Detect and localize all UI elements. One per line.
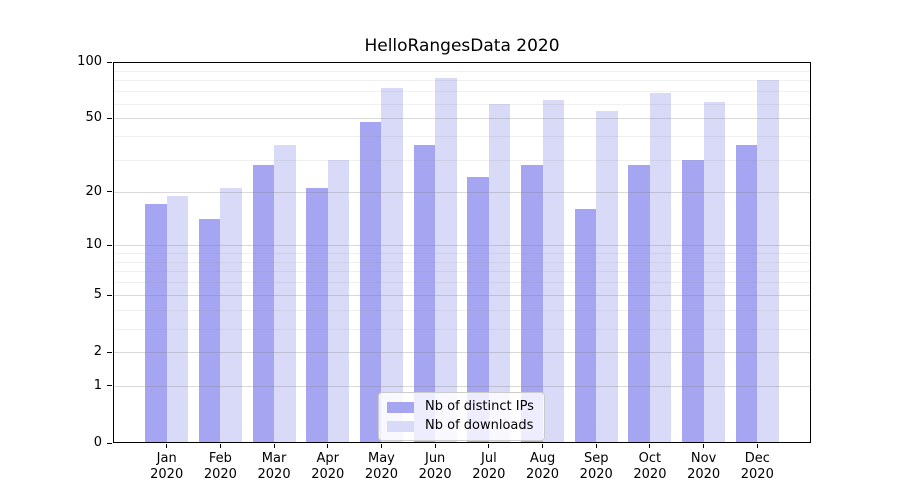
bar-nb-of-distinct-ips xyxy=(145,204,167,443)
bar-nb-of-distinct-ips xyxy=(467,177,489,443)
gridline-minor xyxy=(113,80,811,82)
legend-row: Nb of distinct IPs xyxy=(387,399,534,415)
bar-nb-of-distinct-ips xyxy=(628,165,650,443)
chart-title: HelloRangesData 2020 xyxy=(364,36,560,56)
bar-nb-of-distinct-ips xyxy=(252,165,275,443)
x-tick-label: Aug 2020 xyxy=(525,451,560,482)
gridline-major xyxy=(113,62,811,63)
bar-nb-of-downloads xyxy=(220,187,242,443)
y-tick-label: 2 xyxy=(93,344,102,360)
bar-nb-of-downloads xyxy=(435,78,457,443)
bar-nb-of-distinct-ips xyxy=(735,144,758,443)
x-tick-label: Apr 2020 xyxy=(311,451,345,482)
x-tick-mark xyxy=(488,444,490,448)
plot-area xyxy=(113,62,811,443)
y-tick-label: 5 xyxy=(93,287,102,303)
y-tick-mark xyxy=(107,351,112,353)
bar-nb-of-downloads xyxy=(488,103,511,443)
y-tick-mark xyxy=(107,117,112,119)
y-tick-mark xyxy=(107,244,112,246)
bar-nb-of-downloads xyxy=(703,102,726,443)
y-tick-label: 50 xyxy=(85,110,102,126)
bar-nb-of-downloads xyxy=(166,195,189,443)
x-tick-mark xyxy=(756,444,758,448)
legend-row: Nb of downloads xyxy=(387,418,534,434)
y-tick-label: 100 xyxy=(77,54,102,69)
bar-nb-of-downloads xyxy=(274,144,296,443)
x-tick-label: Oct 2020 xyxy=(633,451,667,482)
x-tick-mark xyxy=(542,444,544,448)
bar-nb-of-distinct-ips xyxy=(574,209,597,443)
x-tick-label: Jan 2020 xyxy=(150,451,184,482)
y-tick-mark xyxy=(107,191,112,193)
y-tick-mark xyxy=(107,294,112,296)
bar-nb-of-distinct-ips xyxy=(306,187,328,443)
y-tick-mark xyxy=(107,442,112,444)
bar-nb-of-downloads xyxy=(596,110,618,443)
bar-nb-of-distinct-ips xyxy=(521,165,543,443)
x-tick-mark xyxy=(380,444,382,448)
x-tick-mark xyxy=(273,444,275,448)
x-tick-mark xyxy=(595,444,597,448)
legend-swatch-downloads xyxy=(387,420,414,432)
y-tick-label: 1 xyxy=(93,377,102,393)
bar-nb-of-downloads xyxy=(327,159,350,443)
bar-nb-of-distinct-ips xyxy=(359,121,382,443)
x-tick-label: Mar 2020 xyxy=(257,451,291,482)
x-tick-label: Sep 2020 xyxy=(579,451,613,482)
legend: Nb of distinct IPs Nb of downloads xyxy=(378,392,545,441)
bar-nb-of-downloads xyxy=(381,87,403,443)
bar-nb-of-distinct-ips xyxy=(413,144,436,443)
bar-nb-of-downloads xyxy=(757,80,779,443)
bar-nb-of-distinct-ips xyxy=(198,219,221,443)
x-tick-label: May 2020 xyxy=(364,451,398,482)
x-tick-mark xyxy=(327,444,329,448)
bar-nb-of-downloads xyxy=(542,99,564,443)
bar-nb-of-distinct-ips xyxy=(682,159,704,443)
x-tick-label: Jul 2020 xyxy=(472,451,506,482)
gridline-minor xyxy=(113,91,811,93)
x-tick-label: Dec 2020 xyxy=(740,451,774,482)
legend-label-distinct-ips: Nb of distinct IPs xyxy=(425,399,534,414)
legend-label-downloads: Nb of downloads xyxy=(425,418,534,433)
x-tick-mark xyxy=(219,444,221,448)
bar-nb-of-downloads xyxy=(649,93,672,443)
gridline-minor xyxy=(113,70,811,72)
x-tick-mark xyxy=(166,444,168,448)
x-tick-mark xyxy=(703,444,705,448)
x-tick-mark xyxy=(434,444,436,448)
x-tick-label: Feb 2020 xyxy=(203,451,237,482)
y-tick-mark xyxy=(107,385,112,387)
x-tick-label: Jun 2020 xyxy=(418,451,452,482)
y-tick-label: 10 xyxy=(85,237,102,253)
legend-swatch-distinct-ips xyxy=(387,401,414,413)
y-tick-mark xyxy=(107,61,112,63)
x-tick-label: Nov 2020 xyxy=(687,451,721,482)
y-tick-label: 20 xyxy=(85,183,102,199)
x-tick-mark xyxy=(649,444,651,448)
y-tick-label: 0 xyxy=(93,435,102,450)
